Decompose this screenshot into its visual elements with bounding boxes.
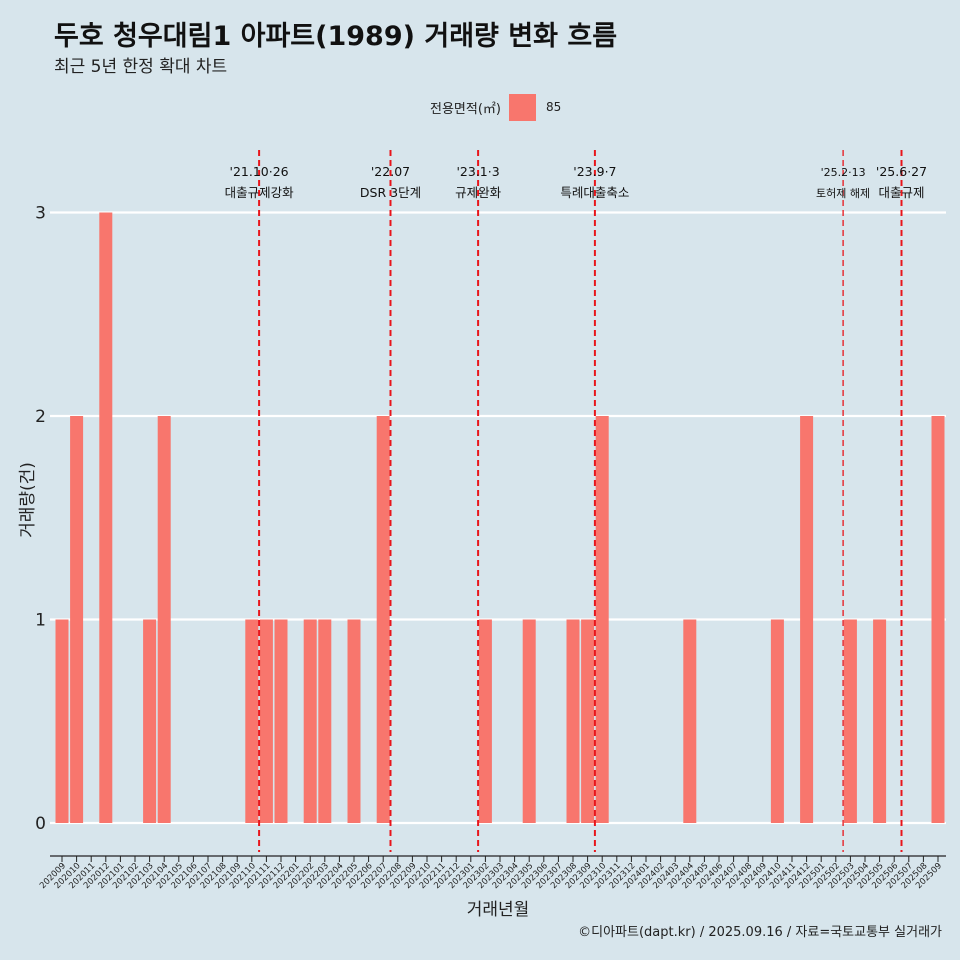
event-label: 규제완화: [455, 185, 502, 200]
bar: [522, 619, 536, 823]
y-tick-label: 1: [35, 611, 46, 631]
event-date: '22.07: [371, 164, 410, 179]
legend-label: 85: [545, 100, 562, 114]
bar: [99, 212, 113, 823]
y-tick-label: 3: [35, 204, 46, 224]
bar: [843, 619, 857, 823]
bar: [303, 619, 317, 823]
x-axis-title: 거래년월: [467, 900, 530, 920]
event-date: '23.1·3: [456, 164, 499, 179]
event-label: 대출규제: [878, 185, 924, 200]
event-label: 토허제 해제: [816, 186, 870, 200]
bar: [931, 416, 945, 823]
bar: [595, 416, 609, 823]
chart-subtitle: 최근 5년 한정 확대 차트: [54, 57, 228, 77]
bar: [800, 416, 814, 823]
event-date: '23.9·7: [573, 164, 616, 179]
event-date: '21.10·26: [230, 164, 289, 179]
y-tick-label: 2: [35, 407, 46, 427]
bar: [770, 619, 784, 823]
bar: [70, 416, 84, 823]
bar: [55, 619, 69, 823]
bar: [143, 619, 157, 823]
chart-title: 두호 청우대림1 아파트(1989) 거래량 변화 흐름: [54, 21, 618, 52]
source-caption: ©디아파트(dapt.kr) / 2025.09.16 / 자료=국토교통부 실…: [578, 925, 942, 940]
legend: 전용면적(㎡) 85: [430, 93, 561, 121]
bar: [478, 619, 492, 823]
bar: [318, 619, 332, 823]
y-tick-label: 0: [35, 814, 46, 834]
legend-title: 전용면적(㎡): [430, 101, 501, 117]
event-label: DSR 3단계: [360, 185, 421, 200]
bar: [259, 619, 273, 823]
bar: [376, 416, 390, 823]
bar: [581, 619, 595, 823]
bar: [873, 619, 887, 823]
bar: [347, 619, 361, 823]
bar: [245, 619, 259, 823]
event-label: 대출규제강화: [225, 185, 295, 200]
bar: [157, 416, 171, 823]
bar: [566, 619, 580, 823]
event-date: '25.6·27: [876, 164, 927, 179]
legend-swatch: [508, 93, 536, 121]
y-axis-title: 거래량(건): [18, 462, 38, 538]
bar: [683, 619, 697, 823]
bar: [274, 619, 288, 823]
event-date: '25.2·13: [821, 166, 866, 179]
event-label: 특례대출축소: [560, 185, 629, 200]
